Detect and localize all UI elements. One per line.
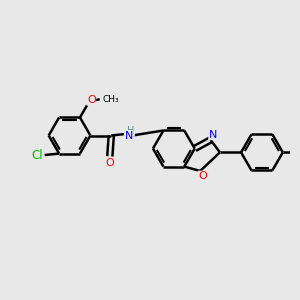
Text: N: N	[209, 130, 217, 140]
Text: O: O	[87, 95, 96, 105]
Text: N: N	[124, 130, 133, 140]
Text: O: O	[198, 171, 207, 181]
Text: H: H	[127, 126, 134, 136]
Text: CH₃: CH₃	[102, 95, 119, 104]
Text: Cl: Cl	[31, 148, 43, 161]
Text: I: I	[299, 146, 300, 159]
Text: O: O	[105, 158, 114, 168]
